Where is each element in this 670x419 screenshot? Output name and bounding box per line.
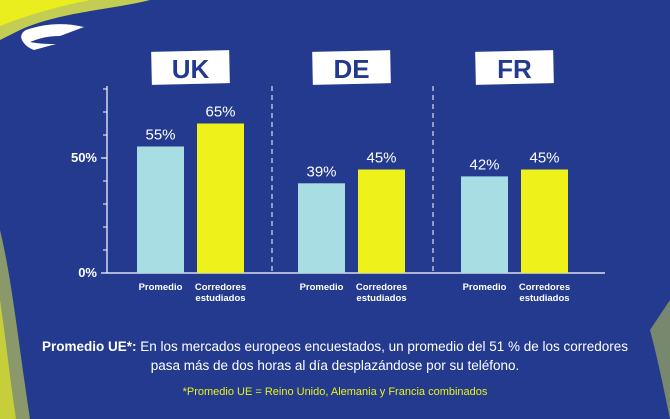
summary-bold-label: Promedio UE*: <box>41 339 137 354</box>
category-label: Corredores <box>356 282 407 293</box>
category-label: Corredores <box>195 282 246 293</box>
summary-text: Promedio UE*: En los mercados europeos e… <box>40 337 630 375</box>
y-tick-label: 0% <box>78 265 97 280</box>
group-title-badge <box>312 50 391 85</box>
category-label: Promedio <box>463 282 507 293</box>
bar-fr-promedio <box>461 176 508 273</box>
group-title-uk: UK <box>172 54 210 84</box>
brand-chevron-logo-icon <box>21 24 84 50</box>
bar-de-promedio <box>298 183 345 273</box>
bar-value-label: 42% <box>469 156 499 173</box>
category-label: estudiados <box>356 293 406 304</box>
group-title-fr: FR <box>497 54 532 84</box>
summary-body: En los mercados europeos encuestados, un… <box>136 339 629 373</box>
group-title-de: DE <box>333 54 369 84</box>
bar-chart: 0%50%UK55%Promedio65%Corredoresestudiado… <box>71 50 605 304</box>
group-title-badge <box>475 50 554 85</box>
footnote: *Promedio UE = Reino Unido, Alemania y F… <box>182 386 488 398</box>
bar-fr-corredores <box>521 169 568 273</box>
bar-uk-corredores <box>197 123 244 273</box>
category-label: estudiados <box>195 293 245 304</box>
bar-de-corredores <box>358 169 405 273</box>
category-label: estudiados <box>519 293 569 304</box>
category-label: Promedio <box>139 282 183 293</box>
group-title-badge <box>151 50 230 85</box>
bar-value-label: 39% <box>306 163 336 180</box>
y-tick-label: 50% <box>71 150 97 165</box>
category-label: Corredores <box>519 282 570 293</box>
bar-value-label: 55% <box>145 127 175 144</box>
bar-value-label: 65% <box>205 104 235 121</box>
bar-value-label: 45% <box>366 150 396 167</box>
category-label: Promedio <box>300 282 344 293</box>
bar-uk-promedio <box>137 146 184 273</box>
bar-value-label: 45% <box>529 150 559 167</box>
